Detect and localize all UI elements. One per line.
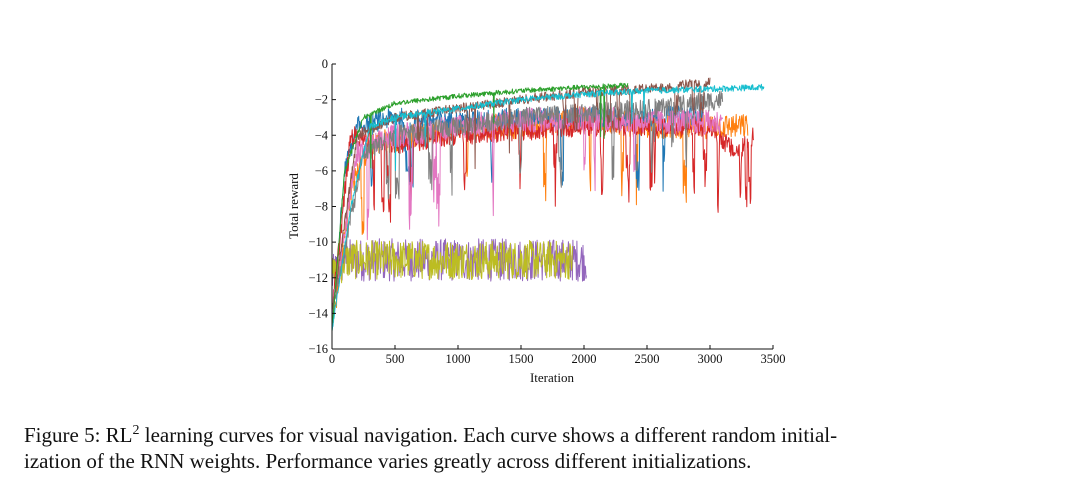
x-tick-label: 0 xyxy=(329,352,335,366)
series-line-run-olive xyxy=(331,239,573,291)
y-tick-label: −12 xyxy=(308,271,328,285)
x-tick-label: 500 xyxy=(386,352,405,366)
series-line-run-gray xyxy=(331,90,724,324)
y-tick-label: −10 xyxy=(308,235,328,249)
ticks-layer: 0 500 1000 1500 2000 2500 3000 3500 0 −2 −4 −6 −8 −10… xyxy=(308,57,785,366)
caption-line1: learning curves for visual navigation. E… xyxy=(139,423,838,447)
caption-line2: ization of the RNN weights. Performance … xyxy=(24,449,752,473)
x-tick-label: 3500 xyxy=(761,352,786,366)
y-tick-label: −6 xyxy=(315,164,328,178)
y-tick-label: −16 xyxy=(308,342,328,356)
y-tick-label: −2 xyxy=(315,93,328,107)
caption-superscript: 2 xyxy=(132,423,140,438)
y-tick-label: −8 xyxy=(315,200,328,214)
x-axis-label: Iteration xyxy=(530,370,575,385)
series-layer xyxy=(331,77,765,332)
x-tick-label: 1000 xyxy=(446,352,471,366)
y-tick-label: −4 xyxy=(315,128,329,142)
series-line-run-green xyxy=(331,82,629,332)
y-tick-label: −14 xyxy=(308,306,328,320)
x-tick-label: 2000 xyxy=(572,352,597,366)
y-tick-label: 0 xyxy=(322,57,328,71)
x-tick-label: 1500 xyxy=(509,352,534,366)
caption-prefix: Figure 5: RL xyxy=(24,423,133,447)
series-line-run-cyan xyxy=(331,83,765,331)
learning-curves-chart: 0 500 1000 1500 2000 2500 3000 3500 0 −2 −4 −6 −8 −10… xyxy=(286,57,786,385)
series-line-run-pink xyxy=(331,106,724,317)
x-tick-label: 3000 xyxy=(698,352,723,366)
x-tick-label: 2500 xyxy=(635,352,660,366)
figure-caption: Figure 5: RL2 learning curves for visual… xyxy=(24,418,1054,474)
y-axis-label: Total reward xyxy=(286,173,301,239)
